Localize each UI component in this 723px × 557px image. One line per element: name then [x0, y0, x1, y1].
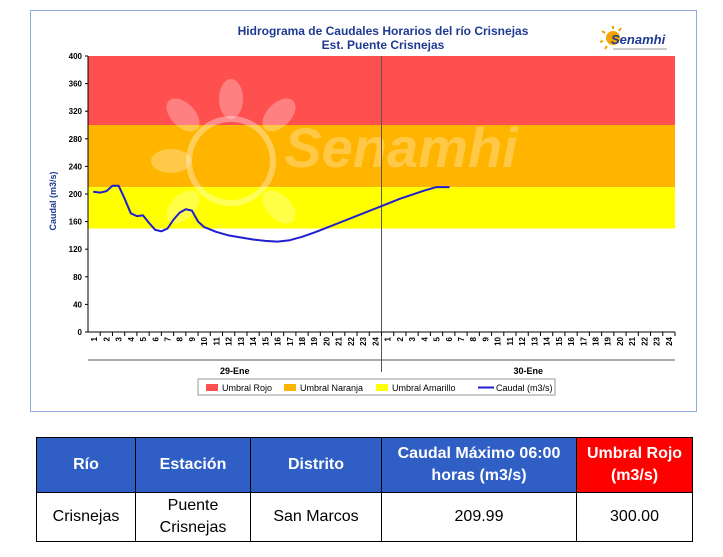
y-axis-label: Caudal (m3/s)	[48, 171, 58, 230]
x-tick-label: 19	[310, 336, 319, 345]
header-distrito: Distrito	[250, 437, 382, 493]
x-tick-label: 1	[90, 336, 99, 341]
y-tick-label: 240	[69, 162, 83, 171]
x-tick-label: 14	[543, 336, 552, 345]
cell-distrito: San Marcos	[250, 492, 382, 542]
y-tick-label: 360	[69, 80, 83, 89]
x-tick-label: 22	[640, 336, 649, 345]
x-tick-label: 17	[579, 336, 588, 345]
series-line-caudal	[93, 184, 450, 243]
legend-label: Umbral Amarillo	[392, 383, 456, 393]
x-tick-label: 4	[127, 336, 136, 341]
table-row: Crisnejas Puente Crisnejas San Marcos 20…	[36, 492, 693, 542]
x-tick-label: 14	[249, 336, 258, 345]
x-tick-label: 15	[261, 336, 270, 345]
x-tick-label: 23	[653, 336, 662, 345]
day-label: 30-Ene	[513, 366, 543, 376]
header-estacion: Estación	[135, 437, 251, 493]
legend-label: Caudal (m3/s)	[496, 383, 553, 393]
x-tick-label: 21	[628, 336, 637, 345]
cell-rio: Crisnejas	[36, 492, 136, 542]
logo-text: Senamhi	[611, 32, 666, 47]
x-tick-label: 12	[225, 336, 234, 345]
y-tick-label: 400	[69, 52, 83, 61]
cell-umbral-rojo: 300.00	[576, 492, 693, 542]
x-tick-label: 7	[457, 336, 466, 341]
hydrograph-chart: Hidrograma de Caudales Horarios del río …	[48, 24, 676, 396]
header-rio: Río	[36, 437, 136, 493]
x-tick-label: 16	[274, 336, 283, 345]
x-tick-label: 18	[298, 336, 307, 345]
x-tick-label: 20	[322, 336, 331, 345]
header-umbral-rojo: Umbral Rojo (m3/s)	[576, 437, 693, 493]
x-tick-label: 19	[604, 336, 613, 345]
x-tick-label: 20	[616, 336, 625, 345]
y-tick-labels: 0 40 80 120 160 200 240 280 320 360 400	[69, 52, 83, 337]
x-tick-label: 11	[506, 336, 515, 345]
x-tick-label: 2	[102, 336, 111, 341]
watermark-sun-icon	[151, 79, 296, 224]
x-tick-label: 2	[396, 336, 405, 341]
x-tick-label: 15	[555, 336, 564, 345]
x-tick-label: 23	[359, 336, 368, 345]
chart-title: Hidrograma de Caudales Horarios del río …	[238, 24, 529, 38]
x-tick-label: 6	[445, 336, 454, 341]
x-tick-label: 10	[494, 336, 503, 345]
y-tick-label: 200	[69, 190, 83, 199]
x-tick-label: 11	[212, 336, 221, 345]
cell-estacion: Puente Crisnejas	[135, 492, 251, 542]
header-caudal-maximo: Caudal Máximo 06:00 horas (m3/s)	[381, 437, 577, 493]
legend-swatch	[376, 384, 388, 391]
x-tick-label: 18	[592, 336, 601, 345]
table-header-row: Río Estación Distrito Caudal Máximo 06:0…	[36, 437, 693, 493]
x-tick-labels: 1 2 3 4 5 6 7 8 9 10 11 12 13 14 15 16 17 18 19 20 21 22 23 24 1…	[90, 336, 674, 345]
x-tick-label: 7	[163, 336, 172, 341]
y-tick-label: 120	[69, 245, 83, 254]
x-tick-label: 17	[286, 336, 295, 345]
x-tick-label: 3	[408, 336, 417, 341]
x-tick-label: 9	[481, 336, 490, 341]
series-layer	[93, 184, 450, 243]
info-table: Río Estación Distrito Caudal Máximo 06:0…	[36, 437, 693, 542]
x-tick-label: 13	[237, 336, 246, 345]
y-tick-label: 80	[73, 273, 82, 282]
legend-label: Umbral Rojo	[222, 383, 272, 393]
day-label: 29-Ene	[220, 366, 250, 376]
day-labels: 29-Ene 30-Ene	[220, 366, 543, 376]
sun-icon	[599, 26, 622, 50]
legend-swatch	[206, 384, 218, 391]
x-tick-label: 1	[384, 336, 393, 341]
x-tick-label: 8	[176, 336, 185, 341]
legend-swatch	[284, 384, 296, 391]
x-tick-label: 13	[530, 336, 539, 345]
x-tick-label: 4	[420, 336, 429, 341]
y-tick-label: 280	[69, 135, 83, 144]
x-tick-label: 10	[200, 336, 209, 345]
watermark-text: Senamhi	[284, 116, 519, 179]
x-tick-label: 5	[139, 336, 148, 341]
y-tick-label: 0	[78, 328, 83, 337]
x-tick-label: 24	[665, 336, 674, 345]
x-tick-label: 5	[433, 336, 442, 341]
y-tick-label: 160	[69, 218, 83, 227]
x-tick-label: 8	[469, 336, 478, 341]
x-tick-label: 22	[347, 336, 356, 345]
y-tick-label: 320	[69, 107, 83, 116]
x-tick-label: 21	[335, 336, 344, 345]
legend-label: Umbral Naranja	[300, 383, 363, 393]
chart-axes	[85, 55, 676, 372]
x-tick-label: 16	[567, 336, 576, 345]
x-tick-label: 24	[371, 336, 380, 345]
x-tick-label: 6	[151, 336, 160, 341]
x-tick-label: 3	[115, 336, 124, 341]
chart-legend: Umbral Rojo Umbral Naranja Umbral Amarillo…	[197, 378, 556, 396]
chart-subtitle: Est. Puente Crisnejas	[322, 38, 445, 52]
x-tick-label: 9	[188, 336, 197, 341]
chart-panel: Hidrograma de Caudales Horarios del río …	[30, 10, 697, 412]
cell-caudal-maximo: 209.99	[381, 492, 577, 542]
y-tick-label: 40	[73, 300, 82, 309]
x-tick-label: 12	[518, 336, 527, 345]
senamhi-logo: Senamhi	[599, 26, 667, 50]
